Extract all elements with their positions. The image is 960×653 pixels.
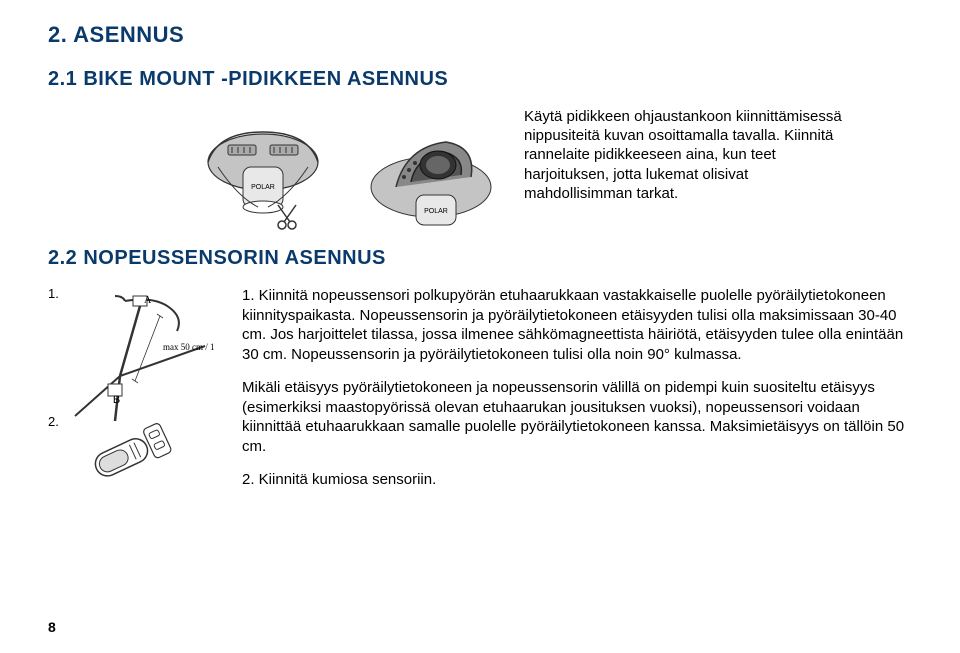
step-2-label: 2. — [48, 414, 59, 429]
svg-text:A: A — [144, 295, 152, 306]
intro-paragraph: Käytä pidikkeen ohjaustankoon kiinnittäm… — [524, 107, 844, 203]
subsection-21-title: 2.1 BIKE MOUNT -PIDIKKEEN ASENNUS — [48, 68, 912, 91]
wrist-unit-illustration: POLAR — [356, 107, 506, 237]
bike-mount-illustration: POLAR — [188, 107, 338, 237]
subsection-22-title: 2.2 NOPEUSSENSORIN ASENNUS — [48, 247, 912, 270]
bike-frame-illustration: A max 50 cm / 1'6" B — [65, 286, 215, 426]
svg-text:POLAR: POLAR — [251, 184, 275, 191]
left-illustration-column: 1. — [48, 286, 218, 504]
svg-text:max 50 cm / 1'6": max 50 cm / 1'6" — [163, 342, 215, 352]
section-title: 2. ASENNUS — [48, 22, 912, 48]
body-step-1: 1. Kiinnitä nopeussensori polkupyörän et… — [242, 286, 912, 364]
sensor-illustration — [65, 414, 195, 504]
illustration-row: POLAR — [48, 107, 912, 237]
bike-label-B: B — [113, 394, 120, 406]
body-text-column: 1. Kiinnitä nopeussensori polkupyörän et… — [242, 286, 912, 504]
svg-text:POLAR: POLAR — [424, 208, 448, 215]
body-step-2: 2. Kiinnitä kumiosa sensoriin. — [242, 470, 912, 490]
page-number: 8 — [48, 619, 56, 635]
body-mid-paragraph: Mikäli etäisyys pyöräilytietokoneen ja n… — [242, 378, 912, 456]
step-1-label: 1. — [48, 286, 59, 301]
